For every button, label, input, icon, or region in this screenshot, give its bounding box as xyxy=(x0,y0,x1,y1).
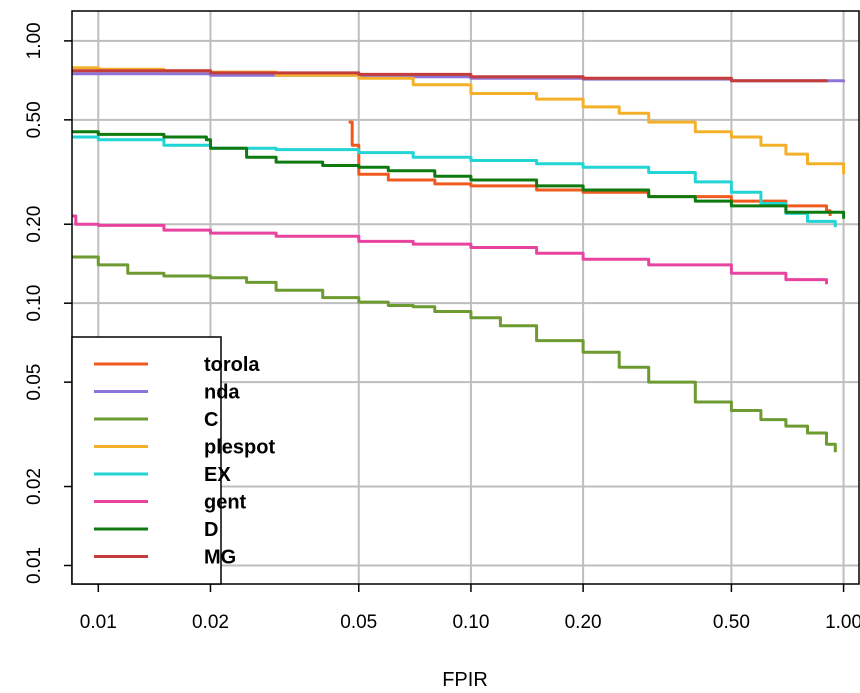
legend-box xyxy=(71,336,222,585)
series-line xyxy=(72,214,828,285)
x-tick-label: 0.02 xyxy=(192,612,229,633)
y-axis-ticks: 0.01 0.02 0.05 0.10 0.20 0.50 1.00 xyxy=(24,22,72,584)
x-tick-label: 0.20 xyxy=(565,612,602,633)
y-tick-label: 0.20 xyxy=(24,206,45,243)
legend-label: D xyxy=(204,519,218,541)
y-tick-label: 0.05 xyxy=(24,364,45,401)
legend-label: EX xyxy=(204,464,231,486)
x-tick-label: 0.10 xyxy=(452,612,489,633)
y-tick-label: 0.10 xyxy=(24,285,45,322)
legend-label: C xyxy=(204,409,218,431)
y-tick-label: 0.02 xyxy=(24,468,45,505)
x-tick-label: 1.00 xyxy=(825,612,860,633)
series-line xyxy=(72,255,837,453)
y-tick-label: 1.00 xyxy=(24,22,45,59)
x-axis-ticks: 0.01 0.02 0.05 0.10 0.20 0.50 1.00 xyxy=(80,584,860,633)
y-tick-label: 0.50 xyxy=(24,101,45,138)
legend-label: torola xyxy=(204,354,260,376)
series-line xyxy=(72,69,828,83)
x-tick-label: 0.05 xyxy=(340,612,377,633)
x-tick-label: 0.50 xyxy=(713,612,750,633)
y-tick-label: 0.01 xyxy=(24,547,45,584)
x-axis-title: FPIR xyxy=(442,669,488,691)
series-line xyxy=(72,135,837,228)
grid xyxy=(72,11,859,584)
legend-label: plespot xyxy=(204,437,275,459)
legend-label: MG xyxy=(204,547,236,569)
series-line xyxy=(72,130,846,219)
legend-label: gent xyxy=(204,492,247,514)
x-tick-label: 0.01 xyxy=(80,612,117,633)
series-lines xyxy=(72,66,846,453)
legend-label: nda xyxy=(204,382,240,404)
plot-frame xyxy=(71,10,860,585)
